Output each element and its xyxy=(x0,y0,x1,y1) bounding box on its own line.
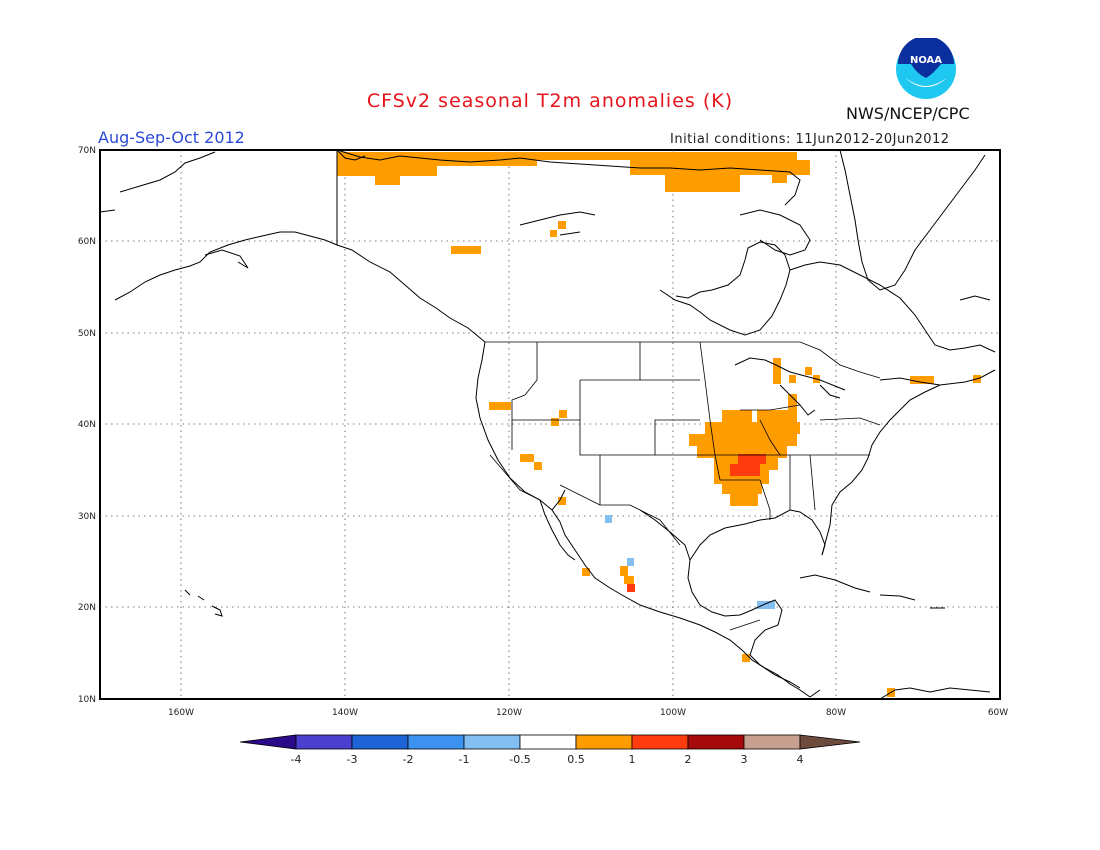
colorbar-labels: -4 -3 -2 -1 -0.5 0.5 1 2 3 4 xyxy=(291,753,804,766)
lat-label-50n: 50N xyxy=(78,329,96,339)
lon-label-100w: 100W xyxy=(660,708,686,718)
lon-label-60w: 60W xyxy=(988,708,1008,718)
lat-label-60n: 60N xyxy=(78,237,96,247)
colorbar-label: 4 xyxy=(797,753,804,766)
map-frame xyxy=(99,149,1001,700)
lon-label-120w: 120W xyxy=(496,708,522,718)
colorbar-arrow-right xyxy=(799,734,861,750)
lon-label-160w: 160W xyxy=(168,708,194,718)
lon-labels: 160W 140W 120W 100W 80W 60W xyxy=(168,708,1008,718)
gridlines xyxy=(100,150,1000,699)
agency-label: NWS/NCEP/CPC xyxy=(846,104,970,123)
colorbar-bin xyxy=(463,734,521,750)
colorbar-bin xyxy=(687,734,745,750)
noaa-logo-icon: NOAA xyxy=(896,38,956,99)
colorbar-bin xyxy=(295,734,353,750)
lat-label-10n: 10N xyxy=(78,695,96,705)
map-title: CFSv2 seasonal T2m anomalies (K) xyxy=(366,90,734,112)
colorbar-label: -3 xyxy=(347,753,358,766)
colorbar-bin xyxy=(407,734,465,750)
colorbar-label: -1 xyxy=(459,753,470,766)
colorbar-bin xyxy=(351,734,409,750)
colorbar-label: 1 xyxy=(629,753,636,766)
anomaly-cells xyxy=(337,152,981,697)
political-borders xyxy=(485,341,881,631)
colorbar-label: 0.5 xyxy=(567,753,585,766)
colorbar-bin xyxy=(519,734,577,750)
coastlines xyxy=(99,149,996,700)
colorbar xyxy=(239,734,861,750)
lat-label-30n: 30N xyxy=(78,512,96,522)
svg-text:NOAA: NOAA xyxy=(910,55,942,66)
initial-conditions: Initial conditions: 11Jun2012-20Jun2012 xyxy=(670,132,950,147)
colorbar-bin xyxy=(631,734,689,750)
colorbar-label: 2 xyxy=(685,753,692,766)
colorbar-label: -0.5 xyxy=(509,753,530,766)
colorbar-bin xyxy=(743,734,801,750)
colorbar-label: 3 xyxy=(741,753,748,766)
lat-label-40n: 40N xyxy=(78,420,96,430)
colorbar-bin xyxy=(575,734,633,750)
colorbar-label: -2 xyxy=(403,753,414,766)
lat-label-70n: 70N xyxy=(78,146,96,156)
lon-label-140w: 140W xyxy=(332,708,358,718)
colorbar-arrow-left xyxy=(239,734,297,750)
colorbar-label: -4 xyxy=(291,753,302,766)
lon-label-80w: 80W xyxy=(826,708,846,718)
lat-labels: 70N 60N 50N 40N 30N 20N 10N xyxy=(78,146,96,705)
season-label: Aug-Sep-Oct 2012 xyxy=(98,128,245,147)
lat-label-20n: 20N xyxy=(78,603,96,613)
